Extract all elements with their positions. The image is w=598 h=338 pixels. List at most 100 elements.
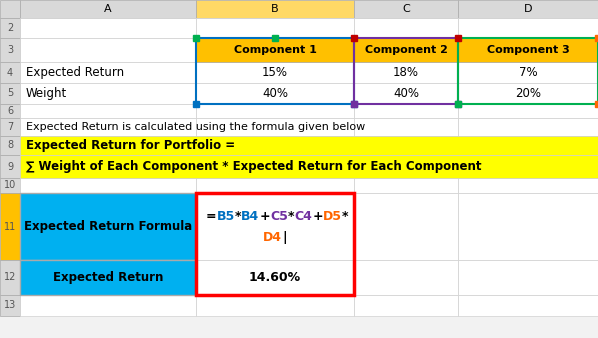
Bar bbox=[196, 38, 354, 62]
Bar bbox=[196, 104, 354, 118]
Text: Component 3: Component 3 bbox=[487, 45, 569, 55]
Bar bbox=[196, 193, 354, 260]
Text: 9: 9 bbox=[7, 162, 13, 171]
Bar bbox=[354, 178, 458, 193]
Text: Expected Return: Expected Return bbox=[53, 271, 163, 284]
Bar bbox=[0, 38, 20, 62]
Bar bbox=[196, 193, 354, 295]
Text: C4: C4 bbox=[295, 210, 313, 223]
Bar bbox=[196, 260, 354, 295]
Bar bbox=[20, 104, 196, 118]
Bar bbox=[20, 0, 196, 18]
Bar bbox=[458, 155, 598, 178]
Bar bbox=[458, 83, 598, 104]
Text: 7: 7 bbox=[7, 122, 13, 132]
Bar bbox=[458, 18, 598, 38]
Bar bbox=[0, 136, 20, 155]
Text: B: B bbox=[271, 4, 279, 14]
Text: D4: D4 bbox=[263, 232, 282, 244]
Text: Expected Return Formula: Expected Return Formula bbox=[24, 220, 192, 233]
Text: *: * bbox=[288, 210, 295, 223]
Bar bbox=[458, 0, 598, 18]
Bar bbox=[458, 118, 598, 136]
Text: 2: 2 bbox=[7, 23, 13, 33]
Text: Component 2: Component 2 bbox=[365, 45, 447, 55]
Bar bbox=[196, 38, 354, 62]
Bar bbox=[20, 155, 196, 178]
Bar bbox=[354, 155, 458, 178]
Text: 5: 5 bbox=[7, 89, 13, 98]
Text: *: * bbox=[235, 210, 242, 223]
Text: *: * bbox=[342, 210, 349, 223]
Bar bbox=[196, 62, 354, 83]
Bar bbox=[458, 38, 598, 62]
Bar bbox=[20, 38, 196, 62]
Text: 15%: 15% bbox=[262, 66, 288, 79]
Text: D: D bbox=[524, 4, 532, 14]
Text: A: A bbox=[104, 4, 112, 14]
Text: Component 1: Component 1 bbox=[234, 45, 316, 55]
Text: 11: 11 bbox=[4, 221, 16, 232]
Bar bbox=[458, 104, 598, 118]
Text: 12: 12 bbox=[4, 272, 16, 283]
Bar bbox=[196, 0, 354, 18]
Bar bbox=[354, 38, 458, 104]
Bar bbox=[20, 295, 196, 316]
Bar bbox=[458, 38, 598, 62]
Bar bbox=[458, 136, 598, 155]
Bar bbox=[0, 62, 20, 83]
Bar bbox=[0, 155, 20, 178]
Text: D5: D5 bbox=[323, 210, 342, 223]
Text: 3: 3 bbox=[7, 45, 13, 55]
Bar bbox=[196, 155, 354, 178]
Text: Expected Return is calculated using the formula given below: Expected Return is calculated using the … bbox=[26, 122, 365, 132]
Text: 13: 13 bbox=[4, 300, 16, 311]
Bar bbox=[354, 83, 458, 104]
Text: +: + bbox=[260, 210, 270, 223]
Bar bbox=[458, 193, 598, 260]
Bar bbox=[20, 62, 196, 83]
Bar bbox=[196, 136, 354, 155]
Text: 8: 8 bbox=[7, 141, 13, 150]
Text: B4: B4 bbox=[242, 210, 260, 223]
Bar bbox=[458, 38, 598, 104]
Bar bbox=[354, 136, 458, 155]
Bar bbox=[20, 260, 196, 295]
Bar bbox=[196, 118, 354, 136]
Bar bbox=[20, 83, 196, 104]
Bar bbox=[354, 260, 458, 295]
Bar bbox=[0, 178, 20, 193]
Bar bbox=[196, 295, 354, 316]
Bar bbox=[196, 83, 354, 104]
Text: C: C bbox=[402, 4, 410, 14]
Bar bbox=[0, 260, 20, 295]
Text: Expected Return: Expected Return bbox=[26, 66, 124, 79]
Bar bbox=[354, 104, 458, 118]
Bar bbox=[196, 260, 354, 295]
Bar bbox=[0, 118, 20, 136]
Bar bbox=[354, 18, 458, 38]
Bar bbox=[20, 260, 196, 295]
Bar bbox=[354, 118, 458, 136]
Bar bbox=[354, 295, 458, 316]
Bar bbox=[0, 193, 20, 260]
Text: |: | bbox=[282, 232, 287, 244]
Bar bbox=[0, 18, 20, 38]
Bar bbox=[354, 193, 458, 260]
Text: 4: 4 bbox=[7, 68, 13, 77]
Bar bbox=[458, 62, 598, 83]
Text: 10: 10 bbox=[4, 180, 16, 191]
Text: Weight: Weight bbox=[26, 87, 67, 100]
Bar bbox=[354, 62, 458, 83]
Text: B5: B5 bbox=[216, 210, 235, 223]
Bar bbox=[20, 193, 196, 260]
Text: ∑ Weight of Each Component * Expected Return for Each Component: ∑ Weight of Each Component * Expected Re… bbox=[26, 160, 481, 173]
Text: C5: C5 bbox=[270, 210, 288, 223]
Bar bbox=[458, 260, 598, 295]
Bar bbox=[20, 155, 598, 178]
Bar bbox=[196, 38, 354, 104]
Bar bbox=[20, 136, 196, 155]
Bar bbox=[0, 104, 20, 118]
Bar bbox=[20, 18, 196, 38]
Bar bbox=[0, 83, 20, 104]
